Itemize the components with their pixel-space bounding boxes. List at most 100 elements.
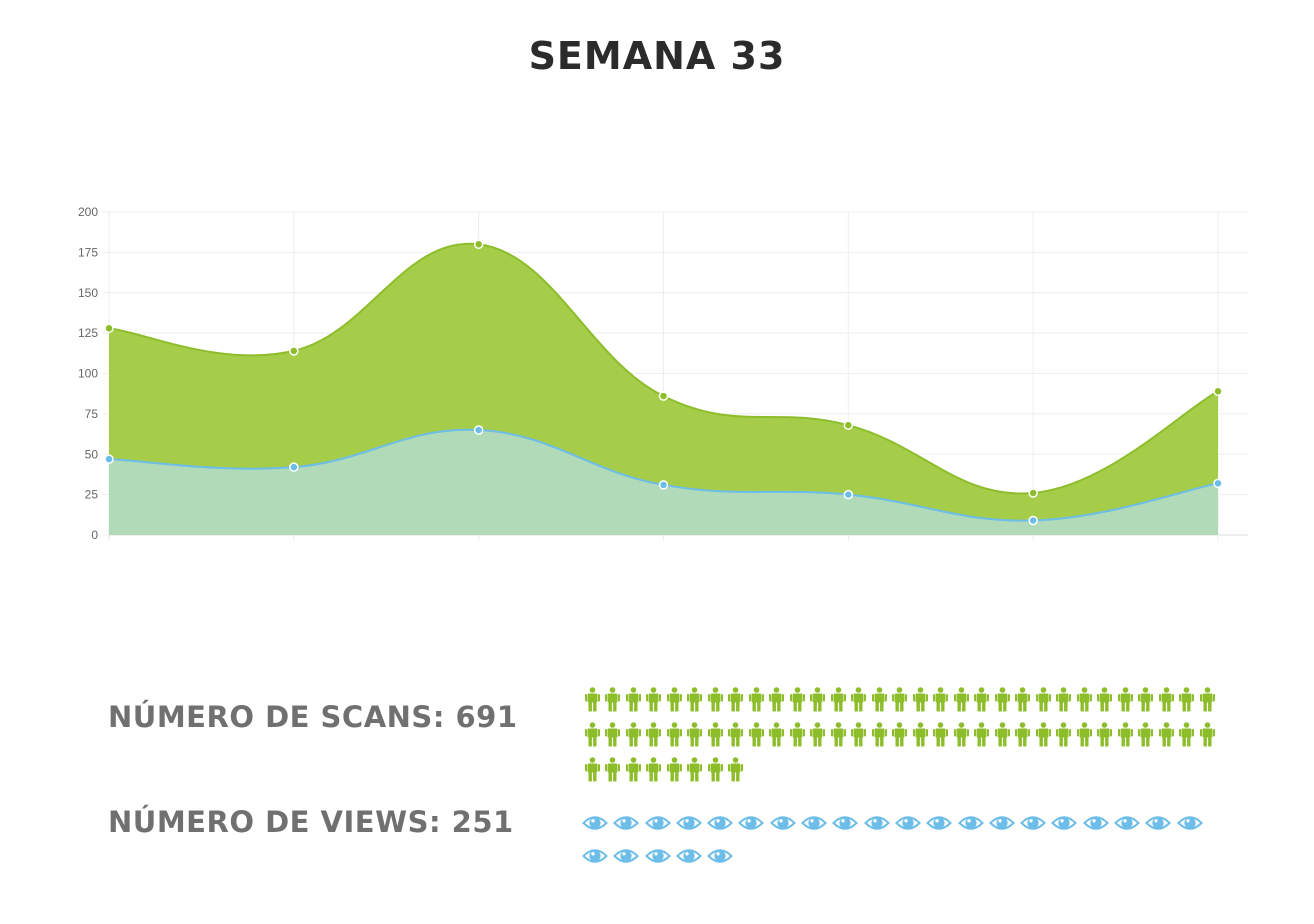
person-icon: [1074, 687, 1095, 722]
scans-count-label: NÚMERO DE SCANS: 691: [108, 700, 518, 734]
person-icon: [623, 687, 644, 722]
person-icon: [1156, 687, 1177, 722]
person-icon: [1074, 722, 1095, 757]
y-tick-label: 75: [85, 407, 99, 421]
person-icon: [931, 687, 952, 722]
person-icon: [664, 687, 685, 722]
views-data-point[interactable]: [1213, 478, 1223, 489]
eye-icon: [895, 813, 926, 846]
views-area: [109, 429, 1218, 535]
chart-y-ticks: 0 25 50 75 100 125 150 175 200: [78, 205, 98, 542]
views-data-point[interactable]: [1028, 515, 1038, 526]
person-icon: [603, 722, 624, 757]
person-icon: [623, 757, 644, 792]
eye-icon: [769, 813, 801, 846]
person-icon: [1054, 687, 1075, 722]
person-icon: [726, 757, 747, 792]
chart-areas: [109, 243, 1218, 535]
person-icon: [726, 722, 747, 757]
eye-icon: [801, 813, 832, 846]
person-icon: [1095, 722, 1116, 757]
person-icon: [787, 687, 808, 722]
eye-icon: [675, 846, 707, 879]
scans-data-point[interactable]: [843, 420, 854, 430]
person-icon: [1054, 722, 1075, 757]
scans-data-point[interactable]: [658, 391, 669, 401]
views-data-point[interactable]: [473, 425, 484, 435]
scans-data-point[interactable]: [473, 239, 484, 250]
person-icon: [746, 722, 767, 757]
person-icon: [910, 687, 931, 722]
scans-data-point[interactable]: [104, 323, 114, 334]
eye-icon: [644, 813, 676, 846]
person-icon: [890, 687, 911, 722]
person-icon: [1013, 687, 1034, 722]
person-icon: [828, 687, 849, 722]
person-icon: [787, 722, 808, 757]
views-data-point[interactable]: [658, 480, 669, 490]
person-icon: [726, 687, 747, 722]
person-icon: [664, 722, 685, 757]
eye-icon: [738, 813, 769, 846]
views-data-point[interactable]: [843, 489, 854, 500]
person-icon: [951, 722, 972, 757]
person-icon: [582, 757, 603, 792]
scans-icon-grid: [582, 687, 1222, 792]
person-icon: [869, 722, 890, 757]
person-icon: [1033, 722, 1054, 757]
person-icon: [623, 722, 644, 757]
y-tick-label: 25: [85, 488, 99, 502]
person-icon: [849, 722, 870, 757]
y-tick-label: 200: [78, 205, 98, 219]
person-icon: [705, 722, 726, 757]
person-icon: [1013, 722, 1034, 757]
y-tick-label: 125: [78, 326, 98, 340]
scans-data-point[interactable]: [289, 346, 299, 356]
person-icon: [664, 757, 685, 792]
person-icon: [1197, 687, 1218, 722]
person-icon: [910, 722, 931, 757]
person-icon: [705, 757, 726, 792]
eye-icon: [863, 813, 895, 846]
person-icon: [1156, 722, 1177, 757]
person-icon: [972, 687, 993, 722]
person-icon: [828, 722, 849, 757]
page-title: SEMANA 33: [528, 34, 786, 78]
views-icon-grid: [582, 813, 1222, 879]
person-icon: [890, 722, 911, 757]
scans-data-point[interactable]: [1213, 386, 1223, 397]
person-icon: [582, 722, 603, 757]
person-icon: [1136, 722, 1157, 757]
person-icon: [1115, 687, 1136, 722]
eye-icon: [1020, 813, 1051, 846]
eye-icon: [707, 813, 738, 846]
eye-icon: [1082, 813, 1114, 846]
person-icon: [1115, 722, 1136, 757]
person-icon: [869, 687, 890, 722]
person-icon: [767, 687, 788, 722]
person-icon: [992, 687, 1013, 722]
eye-icon: [582, 846, 613, 879]
person-icon: [992, 722, 1013, 757]
person-icon: [1197, 722, 1218, 757]
views-count-label: NÚMERO DE VIEWS: 251: [108, 805, 514, 839]
person-icon: [603, 687, 624, 722]
views-data-point[interactable]: [289, 462, 299, 472]
scans-data-point[interactable]: [1028, 488, 1038, 498]
eye-icon: [1051, 813, 1082, 846]
eye-icon: [582, 813, 613, 846]
chart-points: [104, 239, 1223, 526]
person-icon: [582, 687, 603, 722]
person-icon: [1177, 687, 1198, 722]
person-icon: [849, 687, 870, 722]
eye-icon: [613, 846, 644, 879]
person-icon: [1095, 687, 1116, 722]
y-tick-label: 150: [78, 286, 98, 300]
eye-icon: [1145, 813, 1176, 846]
person-icon: [685, 687, 706, 722]
person-icon: [644, 687, 665, 722]
views-data-point[interactable]: [104, 454, 114, 464]
person-icon: [931, 722, 952, 757]
eye-icon: [613, 813, 644, 846]
y-tick-label: 0: [91, 528, 98, 542]
